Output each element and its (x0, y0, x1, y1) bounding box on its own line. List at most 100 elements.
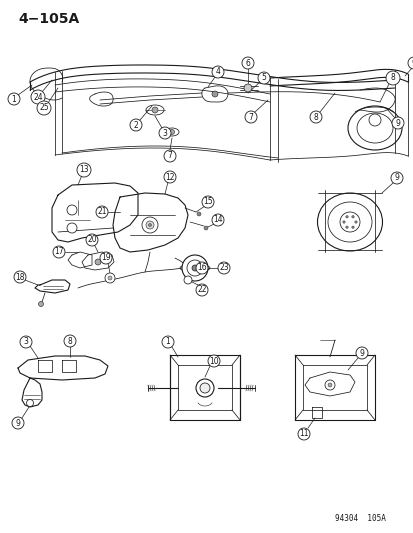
Circle shape (390, 172, 402, 184)
Circle shape (161, 336, 173, 348)
Text: 4: 4 (215, 68, 220, 77)
Circle shape (26, 400, 33, 407)
Text: 19: 19 (101, 254, 111, 262)
Ellipse shape (146, 105, 164, 115)
Text: 14: 14 (213, 215, 222, 224)
Circle shape (243, 84, 252, 92)
Text: 1: 1 (165, 337, 170, 346)
Circle shape (327, 383, 331, 387)
Circle shape (38, 302, 43, 306)
Circle shape (345, 216, 347, 218)
Text: 2: 2 (133, 120, 138, 130)
Circle shape (164, 150, 176, 162)
Circle shape (197, 212, 201, 216)
Circle shape (183, 276, 192, 284)
Circle shape (218, 262, 230, 274)
Text: 15: 15 (203, 198, 212, 206)
Circle shape (105, 273, 115, 283)
Ellipse shape (317, 193, 382, 251)
Circle shape (182, 255, 207, 281)
Text: 13: 13 (79, 166, 89, 174)
Circle shape (342, 221, 344, 223)
Circle shape (14, 271, 26, 283)
Text: 12: 12 (165, 173, 174, 182)
Circle shape (53, 246, 65, 258)
Circle shape (37, 101, 51, 115)
Circle shape (187, 260, 202, 276)
Circle shape (354, 221, 356, 223)
Text: 7: 7 (248, 112, 253, 122)
Text: 9: 9 (394, 174, 399, 182)
Circle shape (211, 66, 223, 78)
Text: 23: 23 (218, 263, 228, 272)
Circle shape (86, 234, 98, 246)
Circle shape (8, 93, 20, 105)
Circle shape (324, 380, 334, 390)
Circle shape (202, 196, 214, 208)
Text: 4−105A: 4−105A (18, 12, 79, 26)
Text: 9: 9 (411, 59, 413, 68)
Circle shape (67, 205, 77, 215)
Circle shape (385, 71, 399, 85)
Text: 8: 8 (67, 336, 72, 345)
Text: 5: 5 (261, 74, 266, 83)
Text: 7: 7 (167, 151, 172, 160)
Text: 3: 3 (24, 337, 28, 346)
Circle shape (195, 262, 207, 274)
Ellipse shape (180, 264, 209, 272)
Ellipse shape (327, 202, 371, 242)
Text: 21: 21 (97, 207, 107, 216)
Circle shape (257, 72, 269, 84)
Circle shape (211, 91, 218, 97)
Circle shape (67, 223, 77, 233)
Circle shape (199, 383, 209, 393)
Circle shape (169, 130, 174, 134)
Text: 17: 17 (54, 247, 64, 256)
Circle shape (100, 252, 112, 264)
Circle shape (20, 336, 32, 348)
Text: 9: 9 (359, 349, 363, 358)
Circle shape (297, 428, 309, 440)
Circle shape (345, 226, 347, 229)
Text: 22: 22 (197, 286, 206, 295)
Circle shape (195, 284, 207, 296)
Circle shape (195, 379, 214, 397)
Circle shape (64, 335, 76, 347)
Text: 24: 24 (33, 93, 43, 101)
Text: 20: 20 (87, 236, 97, 245)
Text: 11: 11 (299, 430, 308, 439)
Text: 9: 9 (394, 118, 399, 127)
Circle shape (142, 217, 158, 233)
Circle shape (192, 265, 197, 271)
Circle shape (351, 226, 354, 229)
Circle shape (207, 355, 219, 367)
Circle shape (12, 417, 24, 429)
Circle shape (244, 111, 256, 123)
Circle shape (355, 347, 367, 359)
Circle shape (407, 57, 413, 69)
Circle shape (164, 171, 176, 183)
Circle shape (368, 114, 380, 126)
Circle shape (96, 206, 108, 218)
Text: 10: 10 (209, 357, 218, 366)
Circle shape (309, 111, 321, 123)
Circle shape (31, 90, 45, 104)
Text: 18: 18 (15, 272, 25, 281)
Circle shape (211, 214, 223, 226)
Text: 1: 1 (12, 94, 17, 103)
Ellipse shape (165, 128, 178, 136)
Ellipse shape (356, 113, 392, 143)
Circle shape (148, 223, 151, 227)
Ellipse shape (347, 106, 401, 150)
Text: 8: 8 (390, 74, 394, 83)
Circle shape (242, 57, 254, 69)
Circle shape (95, 259, 101, 265)
Circle shape (391, 117, 403, 129)
Circle shape (159, 127, 171, 139)
Circle shape (152, 107, 158, 113)
Circle shape (351, 216, 354, 218)
Text: 3: 3 (162, 128, 167, 138)
Circle shape (339, 212, 359, 232)
Circle shape (146, 221, 154, 229)
Text: 8: 8 (313, 112, 318, 122)
